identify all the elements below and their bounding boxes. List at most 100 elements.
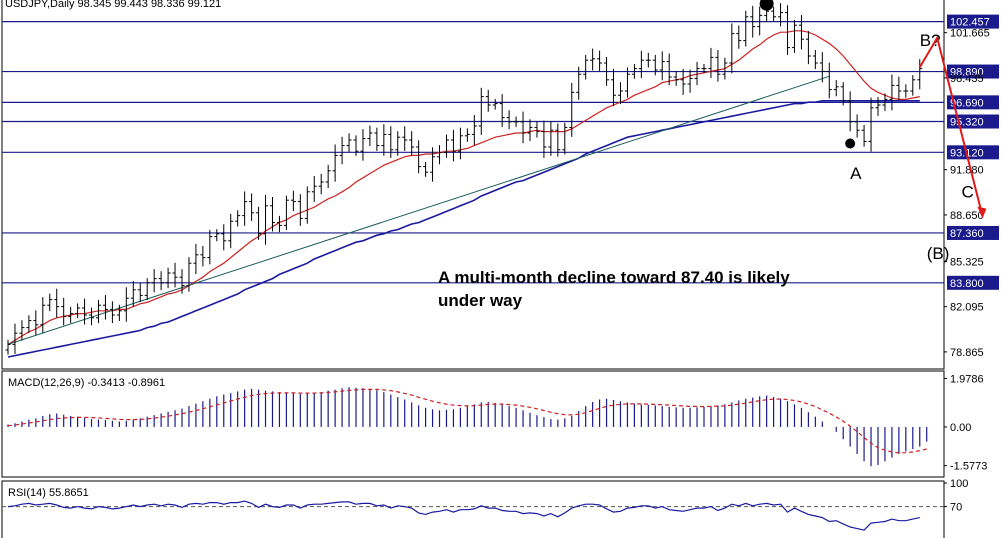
price-bar xyxy=(659,51,665,81)
price-bar xyxy=(242,191,248,226)
price-bar xyxy=(409,131,415,156)
macd-panel-frame xyxy=(1,370,945,478)
price-bar xyxy=(235,210,241,227)
price-bar xyxy=(144,278,150,301)
rsi-tick-1: 70 xyxy=(950,502,962,514)
price-bar xyxy=(311,175,317,203)
price-bar xyxy=(332,144,338,182)
price-bar xyxy=(318,173,324,195)
price-bar xyxy=(214,229,220,242)
price-bar xyxy=(729,23,735,74)
price-bar xyxy=(26,315,32,333)
price-bar xyxy=(569,82,575,137)
price-bar xyxy=(638,50,644,79)
price-bar xyxy=(861,124,867,147)
price-bar xyxy=(631,63,637,79)
wave-label-3: C xyxy=(962,182,974,201)
price-bar xyxy=(367,125,373,147)
price-overlay-lines xyxy=(7,30,920,358)
wave-label-2: A xyxy=(850,164,862,183)
price-tick-5: 82.095 xyxy=(950,302,984,314)
price-bar xyxy=(116,304,122,322)
price-bar xyxy=(304,186,310,224)
price-bar xyxy=(583,54,589,80)
price-bar xyxy=(186,257,192,292)
price-bar xyxy=(423,161,429,177)
level-label-1: 98.890 xyxy=(950,67,984,79)
macd-tick-1: 0.00 xyxy=(950,422,971,434)
price-bar xyxy=(102,294,108,320)
price-bar xyxy=(471,115,477,146)
level-label-3: 95.320 xyxy=(950,117,984,129)
price-bar xyxy=(68,306,74,324)
price-bar xyxy=(395,131,401,156)
price-bar xyxy=(200,245,206,267)
price-bar xyxy=(402,126,408,151)
wave-label-4: (B) xyxy=(927,244,950,263)
price-bar xyxy=(430,147,436,182)
price-bar xyxy=(123,287,129,322)
price-bar xyxy=(263,194,269,245)
rsi-tick-0: 100 xyxy=(950,478,968,490)
price-bar xyxy=(172,262,178,288)
price-bar xyxy=(297,194,303,226)
price-bar xyxy=(590,48,596,71)
price-bar xyxy=(381,124,387,156)
price-bar xyxy=(269,196,275,232)
chart-title: USDJPY,Daily 98.345 99.443 98.336 99.121 xyxy=(5,0,221,10)
price-bar xyxy=(75,303,81,319)
price-bar xyxy=(33,310,39,336)
level-badge-4 xyxy=(947,145,999,160)
price-tick-6: 78.865 xyxy=(950,347,984,359)
price-bar xyxy=(778,3,784,27)
note-line-2: under way xyxy=(438,291,523,310)
price-bar xyxy=(833,80,839,97)
price-bar xyxy=(534,121,540,138)
level-label-5: 87.360 xyxy=(950,228,984,240)
price-bar xyxy=(743,10,749,47)
price-bar xyxy=(158,271,164,291)
price-bar xyxy=(95,299,101,324)
annotations: (A)B?AC(B) xyxy=(759,0,987,263)
pivot-dot-1 xyxy=(845,138,856,149)
wave-label-1: B? xyxy=(920,31,941,50)
price-bar xyxy=(673,70,679,86)
price-bar xyxy=(889,74,895,111)
price-bar xyxy=(485,89,491,112)
price-bar xyxy=(513,116,519,128)
level-badge-1 xyxy=(947,64,999,79)
price-bar xyxy=(597,50,603,72)
price-bar xyxy=(193,243,199,275)
price-bar xyxy=(443,134,449,158)
note-line-1: A multi-month decline toward 87.40 is li… xyxy=(438,268,790,287)
price-bar xyxy=(346,133,352,153)
price-bar xyxy=(492,98,498,110)
price-bar xyxy=(687,69,693,93)
price-bar xyxy=(875,96,881,116)
price-bar xyxy=(82,298,88,325)
price-bar xyxy=(666,53,672,86)
price-bar xyxy=(750,5,756,38)
price-bar xyxy=(701,63,707,74)
price-bar xyxy=(276,215,282,233)
price-bar xyxy=(61,297,67,326)
price-tick-1: 98.435 xyxy=(950,73,984,85)
price-bar xyxy=(464,128,470,142)
price-bar xyxy=(40,297,46,333)
macd-title: MACD(12,26,9) -0.3413 -0.8961 xyxy=(8,377,165,389)
level-badge-6 xyxy=(947,275,999,290)
price-bar xyxy=(499,94,505,128)
price-bar xyxy=(715,49,721,82)
level-badge-0 xyxy=(947,14,999,29)
price-bar xyxy=(882,93,888,112)
price-bar xyxy=(283,195,289,231)
price-bar xyxy=(617,82,623,105)
level-label-6: 83.800 xyxy=(950,278,984,290)
price-bar xyxy=(353,135,359,156)
price-bar xyxy=(89,307,95,326)
price-panel-frame xyxy=(1,0,945,370)
ma-short-line xyxy=(7,30,920,345)
price-bar xyxy=(5,339,11,355)
price-tick-4: 85.325 xyxy=(950,256,984,268)
